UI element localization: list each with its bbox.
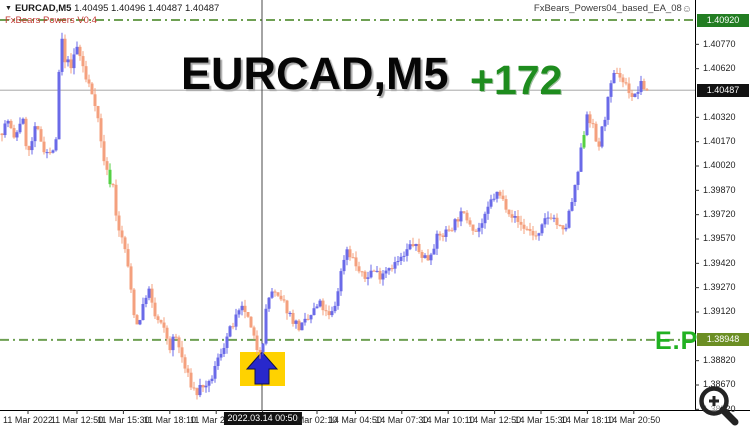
chart-watermark: EURCAD,M5: [181, 48, 449, 99]
time-tick: 14 Mar 20:50: [607, 415, 661, 425]
ea-name: FxBears_Powers04_based_EA_08: [533, 3, 682, 14]
time-tick: 14 Mar 12:50: [468, 415, 522, 425]
price-tick: 1.39120: [703, 306, 736, 317]
time-tick: 11 Mar 2022: [3, 415, 53, 425]
symbol-quotes: 1.40495 1.40496 1.40487 1.40487: [74, 3, 220, 14]
price-tick: 1.39420: [703, 257, 736, 268]
time-tick: 11 Mar 12:50: [50, 415, 104, 425]
time-tick: 14 Mar 18:10: [560, 415, 614, 425]
symbol-header: ▼ EURCAD,M5 1.40495 1.40496 1.40487 1.404…: [5, 3, 219, 14]
price-tick: 1.40170: [703, 136, 736, 147]
price-tick: 1.38820: [703, 355, 736, 366]
time-tick: 11 Mar 18:10: [143, 415, 196, 425]
crosshair-time-label: 2022.03.14 00:50: [223, 412, 302, 425]
indicator-label: FxBears Powers V0.4: [5, 15, 97, 26]
level-price-label: 1.40920: [697, 13, 749, 27]
current-price-label: 1.40487: [697, 83, 749, 97]
price-tick: 1.39570: [703, 233, 736, 244]
price-tick: 1.39870: [703, 184, 736, 195]
time-tick: 14 Mar 15:30: [514, 415, 568, 425]
price-tick: 1.40620: [703, 63, 736, 74]
symbol-name: EURCAD,M5: [14, 3, 72, 14]
price-tick: 1.40770: [703, 38, 736, 49]
profit-label: +172: [470, 57, 563, 103]
price-tick: 1.39270: [703, 282, 736, 293]
entry-point-label: E.P: [655, 327, 699, 355]
price-tick: 1.38670: [703, 379, 736, 390]
time-tick: 14 Mar 07:30: [375, 415, 429, 425]
buy-arrow-marker[interactable]: [245, 351, 279, 385]
ea-smiley-icon[interactable]: ☺: [681, 4, 692, 15]
time-tick: 14 Mar 04:50: [328, 415, 382, 425]
zoom-magnifier-icon[interactable]: [694, 383, 746, 427]
symbol-dropdown-icon[interactable]: ▼: [5, 5, 12, 12]
level-price-label: 1.38948: [697, 333, 749, 347]
candles: [0, 32, 649, 400]
ea-header: FxBears_Powers04_based_EA_08☺: [534, 3, 692, 15]
price-tick: 1.40320: [703, 111, 736, 122]
price-tick: 1.40020: [703, 160, 736, 171]
time-tick: 11 Mar 15:30: [97, 415, 150, 425]
price-tick: 1.39720: [703, 209, 736, 220]
time-tick: 14 Mar 10:10: [421, 415, 475, 425]
time-tick: Mar 02:10: [296, 415, 338, 425]
time-tick: 11 Mar 20:50: [190, 415, 243, 425]
